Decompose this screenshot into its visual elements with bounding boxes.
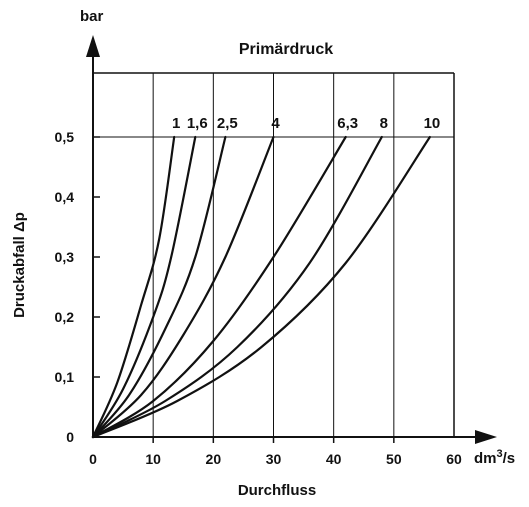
curve-label-5: 8 (380, 115, 388, 132)
x-axis-title: Durchfluss (238, 482, 316, 499)
y-tick-label-1: 0,1 (55, 369, 75, 385)
curve-5 (91, 135, 383, 439)
y-tick-label-0: 0 (66, 429, 74, 445)
curve-label-1: 1,6 (187, 115, 208, 132)
curve-1 (91, 135, 197, 439)
x-tick-label-6: 60 (446, 451, 462, 467)
x-tick-labels: 0 10 20 30 40 50 60 (89, 437, 462, 467)
chart-title: Primärdruck (239, 41, 333, 58)
x-tick-label-0: 0 (89, 451, 97, 467)
curve-labels: 1 1,6 2,5 4 6,3 8 10 (172, 115, 440, 132)
y-axis (86, 35, 100, 437)
x-tick-label-2: 20 (206, 451, 222, 467)
y-tick-label-4: 0,4 (55, 189, 75, 205)
x-axis-arrow (475, 430, 497, 444)
curve-label-3: 4 (271, 115, 280, 132)
curve-4 (91, 135, 347, 439)
curve-label-6: 10 (424, 115, 441, 132)
y-tick-label-2: 0,2 (55, 309, 75, 325)
curve-6 (91, 135, 431, 439)
curve-2 (91, 135, 227, 439)
curve-3 (91, 135, 275, 439)
x-unit-label: dm3/s (474, 448, 515, 467)
y-axis-arrow (86, 35, 100, 57)
y-axis-title: Druckabfall Δp (11, 212, 28, 318)
x-tick-label-1: 10 (145, 451, 161, 467)
x-tick-label-4: 40 (326, 451, 342, 467)
x-tick-label-3: 30 (266, 451, 282, 467)
curves (91, 135, 431, 439)
y-tick-label-5: 0,5 (55, 129, 75, 145)
curve-label-2: 2,5 (217, 115, 238, 132)
curve-label-4: 6,3 (337, 115, 358, 132)
x-tick-label-5: 50 (386, 451, 402, 467)
y-tick-label-3: 0,3 (55, 249, 75, 265)
y-tick-labels: 0 0,1 0,2 0,3 0,4 0,5 (55, 129, 100, 445)
curve-0 (91, 135, 176, 439)
x-unit-sup: 3 (497, 448, 503, 460)
x-unit-tail: /s (503, 450, 516, 467)
x-axis (93, 430, 497, 444)
y-unit-label: bar (80, 8, 104, 25)
x-unit-base: dm (474, 450, 497, 467)
curve-label-0: 1 (172, 115, 180, 132)
